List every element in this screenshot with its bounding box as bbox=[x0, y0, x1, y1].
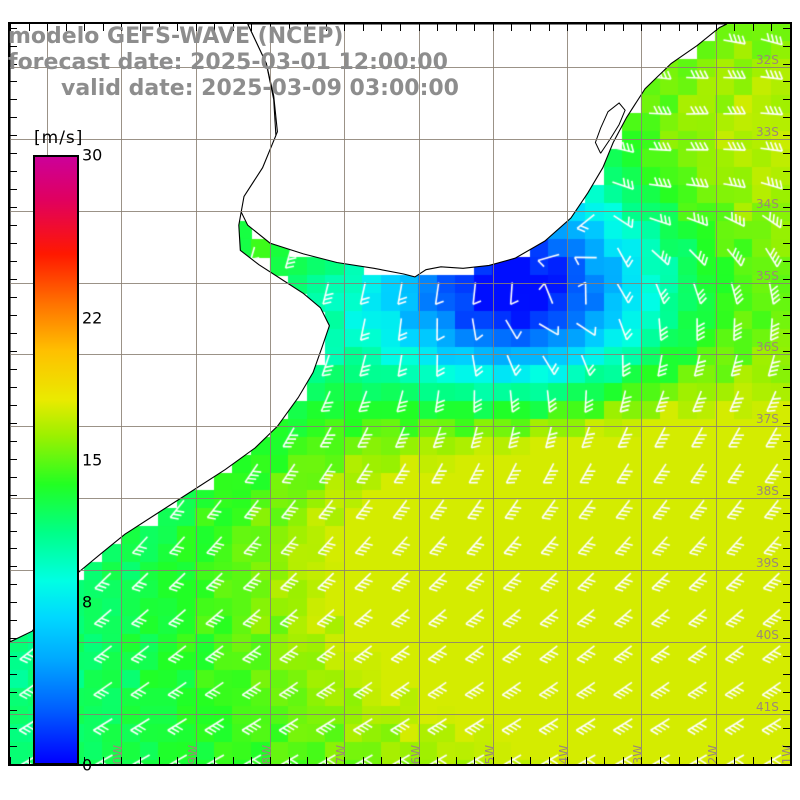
graticule-meridian bbox=[121, 24, 123, 764]
graticule-meridian bbox=[418, 24, 420, 764]
latitude-label: 34S bbox=[756, 196, 779, 211]
longitude-label: 60W bbox=[111, 744, 126, 766]
graticule-meridian bbox=[567, 24, 569, 764]
longitude-label: 57W bbox=[334, 744, 349, 766]
colorbar-tick-label: 22 bbox=[82, 308, 103, 328]
latitude-label: 36S bbox=[756, 340, 779, 355]
graticule-meridian bbox=[641, 24, 643, 764]
longitude-label: 59W bbox=[185, 744, 200, 766]
colorbar-tick-label: 0 bbox=[82, 755, 93, 775]
colorbar-gradient bbox=[33, 155, 79, 765]
map-frame[interactable]: 61W60W59W58W57W56W55W54W53W52W51W32S33S3… bbox=[8, 22, 792, 766]
longitude-label: 54W bbox=[557, 744, 572, 766]
longitude-label: 51W bbox=[780, 744, 792, 765]
colorbar-tick-label: 15 bbox=[82, 450, 103, 470]
graticule-parallel bbox=[10, 426, 790, 428]
graticule-parallel bbox=[10, 354, 790, 356]
latitude-label: 39S bbox=[756, 556, 779, 571]
longitude-label: 55W bbox=[482, 744, 497, 766]
latitude-label: 32S bbox=[756, 53, 779, 68]
graticule-meridian bbox=[270, 24, 271, 764]
colorbar-unit-label: [m/s] bbox=[34, 128, 84, 148]
title-model: modelo GEFS-WAVE (NCEP) bbox=[8, 24, 344, 49]
graticule-parallel bbox=[10, 282, 790, 284]
graticule-meridian bbox=[195, 24, 197, 764]
longitude-label: 58W bbox=[260, 744, 274, 766]
title-valid-date: valid date: 2025-03-09 03:00:00 bbox=[61, 76, 459, 101]
colorbar-tick-label: 8 bbox=[82, 592, 93, 612]
title-block: modelo GEFS-WAVE (NCEP) forecast date: 2… bbox=[0, 24, 520, 102]
graticule-meridian bbox=[344, 24, 346, 764]
latitude-label: 33S bbox=[756, 124, 779, 139]
longitude-label: 56W bbox=[408, 744, 423, 766]
graticule-parallel bbox=[10, 210, 790, 212]
longitude-label: 53W bbox=[631, 744, 646, 766]
title-forecast-date: forecast date: 2025-03-01 12:00:00 bbox=[8, 50, 448, 75]
coastline-overlay bbox=[10, 24, 728, 643]
graticule-meridian bbox=[715, 24, 717, 764]
graticule-meridian bbox=[492, 24, 494, 764]
graticule-parallel bbox=[10, 641, 790, 643]
graticule-parallel bbox=[10, 138, 790, 140]
graticule-parallel bbox=[10, 67, 790, 69]
graticule-parallel bbox=[10, 713, 790, 715]
latitude-label: 41S bbox=[756, 699, 779, 714]
graticule-parallel bbox=[10, 570, 790, 572]
latitude-label: 37S bbox=[756, 412, 779, 427]
colorbar-tick-label: 30 bbox=[82, 145, 103, 165]
graticule-parallel bbox=[10, 498, 790, 500]
latitude-label: 38S bbox=[756, 484, 779, 499]
latitude-label: 35S bbox=[756, 268, 779, 283]
longitude-label: 52W bbox=[705, 744, 720, 766]
latitude-label: 40S bbox=[756, 627, 779, 642]
graticule-meridian bbox=[790, 24, 791, 764]
